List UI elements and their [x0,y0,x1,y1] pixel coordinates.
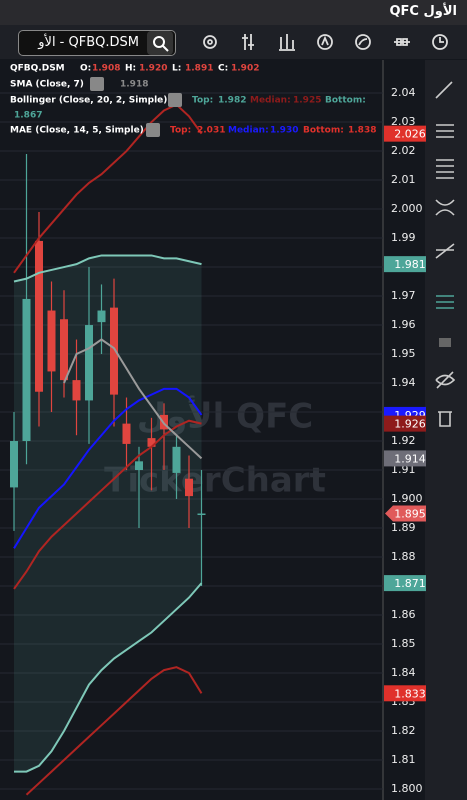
title: الأول QFC [389,4,457,19]
candle-body [185,478,193,497]
search-box[interactable]: QFBQ.DSM - الأو [18,30,176,56]
y-tick-label: 1.88 [391,550,416,563]
y-tick-label: 1.85 [391,637,416,650]
price-tag-label: 1.981 [394,258,426,271]
toolbar: QFBQ.DSM - الأو [0,25,467,59]
candle-body [35,240,43,392]
tool-icons[interactable] [195,25,465,59]
search-text: QFBQ.DSM - الأو [38,35,139,50]
indicator-line [13,103,203,274]
legend-text: O: [80,64,91,74]
price-tag [384,256,426,273]
candle-body [197,513,206,516]
price-tag [385,505,426,522]
price-tag [384,685,426,702]
price-tag-label: 2.026 [394,128,426,141]
band-fill [14,255,202,772]
y-tick-label: 2.000 [391,202,423,215]
legend-text: MAE (Close, 14, 5, Simple) [10,126,144,136]
settings-icon [146,123,160,137]
price-tag-label: 1.895 [394,508,426,521]
indicator-line [25,666,203,796]
legend-text: 1.908 [92,64,120,74]
legend-text: 1.867 [14,111,42,121]
y-tick-label: 2.02 [391,144,416,157]
candle-body [135,461,143,471]
y-tick-label: 1.95 [391,347,416,360]
legend-text: Bottom: [325,96,366,106]
y-tick-label: 1.97 [391,289,416,302]
legend-text: Top: [170,126,191,136]
legend-text: 1.920 [139,64,167,74]
y-tick-label: 1.99 [391,231,416,244]
y-tick-label: 1.94 [391,376,416,389]
candle-body [10,441,18,488]
y-tick-label: 1.84 [391,666,416,679]
indicator-line [13,387,203,549]
candle-body [110,307,118,395]
legend-text: 1.838 [348,126,376,136]
price-tag [384,125,426,142]
y-tick-label: 2.04 [391,86,416,99]
settings-icon [90,77,104,91]
price-tag [384,575,426,592]
price-tag-label: 1.926 [394,418,426,431]
candle-body [47,310,56,372]
indicator-line [63,338,203,460]
legend-text: Bollinger (Close, 20, 2, Simple) [10,96,167,106]
candle-body [122,423,131,444]
search-icon[interactable] [147,31,173,55]
indicator-line [14,582,203,773]
y-tick-label: 1.900 [391,492,423,505]
candle-body [22,298,31,442]
legend-text: Top: [192,96,213,106]
legend-text: H: [125,64,136,74]
legend-text: 1.925 [293,96,321,106]
candle-body [85,325,93,401]
y-tick-label: 1.86 [391,608,416,621]
y-tick-label: 1.89 [391,521,416,534]
price-tag [384,415,426,432]
legend-text: Median: [228,126,269,136]
y-tick-label: 1.82 [391,724,416,737]
legend-text: 1.930 [270,126,298,136]
price-tag [384,450,426,467]
candle-body [60,319,68,381]
legend-text: Median: [250,96,291,106]
legend-text: SMA (Close, 7) [10,80,84,90]
price-tag-label: 1.871 [394,577,426,590]
price-tag-label: 1.914 [394,452,426,465]
y-tick-label: 1.96 [391,318,416,331]
indicator-line [13,254,202,283]
y-tick-label: 2.03 [391,115,416,128]
y-tick-label: 2.01 [391,173,416,186]
legend-text: 1.891 [185,64,213,74]
y-tick-label: 1.800 [391,782,423,795]
side-icons[interactable] [435,81,456,427]
candle-body [72,380,81,401]
y-tick-label: 1.92 [391,434,416,447]
price-tag-label: 1.833 [394,687,426,700]
legend-text: C: [218,64,228,74]
legend-text: L: [172,64,181,74]
legend-text: 1.982 [218,96,246,106]
candle-body [172,446,181,473]
indicator-line [13,419,202,590]
legend-text: 2.031 [197,126,225,136]
legend-text: 1.902 [231,64,259,74]
candle-body [147,438,156,447]
legend-text: 1.918 [120,80,148,90]
side-toolbar [425,60,467,800]
candle-body [97,310,106,323]
y-tick-label: 1.81 [391,753,416,766]
legend-text: QFBQ.DSM [10,64,65,74]
title-bar: الأول QFC [0,0,467,25]
legend-text: Bottom: [303,126,344,136]
settings-icon [168,93,182,107]
